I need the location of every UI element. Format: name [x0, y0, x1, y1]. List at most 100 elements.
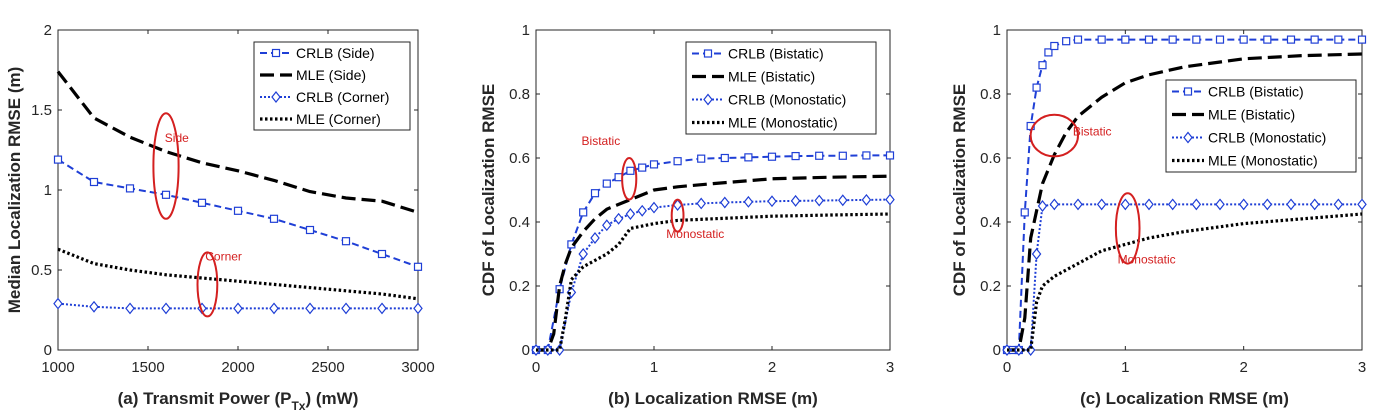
data-point-square — [1239, 35, 1248, 44]
y-tick-label: 1.5 — [31, 102, 52, 119]
x-tick-label: 1 — [650, 359, 658, 376]
x-tick-label: 3 — [1358, 359, 1366, 376]
x-axis-label: (c) Localization RMSE (m) — [1080, 389, 1289, 408]
data-point-square — [862, 151, 871, 160]
x-tick-label: 2 — [768, 359, 776, 376]
y-axis-label: Median Localization RMSE (m) — [5, 67, 24, 314]
legend-label: MLE (Bistatic) — [728, 69, 815, 85]
legend-marker-diamond — [1183, 131, 1193, 144]
y-tick-label: 0 — [522, 342, 530, 359]
data-point-square — [1168, 35, 1177, 44]
series-line-crlb-diamond — [536, 198, 891, 351]
data-point-square — [1263, 35, 1272, 44]
annotation-ellipse — [196, 251, 219, 318]
data-point-square — [1032, 83, 1041, 92]
y-tick-label: 0 — [993, 342, 1001, 359]
data-point-square — [697, 154, 706, 163]
data-point-diamond — [1031, 248, 1042, 260]
y-tick-label: 0 — [44, 342, 52, 359]
data-point-square — [1215, 35, 1225, 44]
data-point-square — [885, 151, 895, 160]
data-point-diamond — [269, 302, 279, 315]
data-point-diamond — [1215, 198, 1225, 211]
annotation-ellipse — [152, 112, 180, 220]
data-point-square — [305, 225, 315, 235]
data-point-square — [579, 208, 588, 217]
data-point-diamond — [1357, 198, 1367, 211]
y-axis-label: CDF of Localization RMSE — [950, 84, 969, 297]
x-tick-label: 0 — [532, 359, 540, 376]
data-point-square — [1286, 35, 1296, 44]
annotation-label: Corner — [205, 249, 242, 263]
data-point-square — [744, 153, 753, 162]
annotation-label: Monostatic — [666, 227, 724, 241]
data-point-diamond — [814, 194, 824, 207]
legend-label: MLE (Monostatic) — [1208, 153, 1318, 169]
data-point-diamond — [885, 193, 895, 206]
data-point-square — [269, 214, 279, 223]
x-axis-label-part: (a) Transmit Power (P — [118, 389, 292, 408]
data-point-square — [649, 160, 659, 169]
data-point-diamond — [1286, 198, 1296, 211]
data-point-diamond — [161, 302, 171, 315]
y-tick-label: 0.6 — [980, 150, 1001, 167]
data-point-square — [1357, 35, 1367, 44]
legend-label: CRLB (Side) — [296, 45, 375, 61]
data-point-diamond — [1096, 198, 1107, 211]
data-point-square — [838, 151, 847, 160]
legend-label: MLE (Side) — [296, 67, 366, 83]
y-tick-label: 0.4 — [509, 214, 530, 231]
chart-panel-a: 1000 1500 2000 2500 3000 0 0.5 1 1.5 2 Median Loca… — [5, 22, 435, 413]
legend-marker-diamond — [703, 93, 713, 106]
data-point-square — [53, 155, 63, 164]
legend: CRLB (Side) MLE (Side) CRLB (Corner) MLE (C… — [253, 41, 411, 131]
annotation-label: Bistatic — [582, 134, 621, 148]
data-point-square — [791, 151, 800, 161]
series-line-mle-dot — [1007, 212, 1363, 352]
data-point-diamond — [861, 193, 872, 206]
annotation-label: Monostatic — [1118, 253, 1176, 267]
data-point-diamond — [1309, 198, 1320, 211]
data-point-square — [1121, 35, 1130, 44]
data-point-diamond — [1073, 198, 1083, 211]
data-point-diamond — [53, 297, 63, 310]
data-point-square — [602, 179, 611, 188]
annotation-ellipse — [1029, 113, 1080, 158]
legend-label: CRLB (Corner) — [296, 89, 389, 105]
data-point-square — [720, 153, 729, 163]
x-tick-label: 2 — [1239, 359, 1247, 376]
x-tick-label: 0 — [1003, 359, 1011, 376]
annotation-ellipse — [1114, 192, 1141, 265]
data-point-square — [125, 184, 135, 193]
x-tick-label: 1000 — [41, 359, 74, 376]
x-tick-label: 1500 — [131, 359, 164, 376]
data-point-square — [413, 262, 423, 271]
data-point-diamond — [125, 302, 135, 315]
y-tick-label: 0.2 — [980, 278, 1001, 295]
data-point-square — [341, 237, 351, 246]
data-point-diamond — [1025, 344, 1036, 356]
data-point-square — [1050, 41, 1059, 51]
data-point-diamond — [1238, 198, 1249, 211]
series-line-mle-dash — [536, 174, 891, 352]
legend-label: CRLB (Bistatic) — [1208, 84, 1304, 100]
data-point-diamond — [413, 302, 423, 315]
data-point-square — [1310, 35, 1319, 44]
data-point-square — [197, 198, 207, 207]
chart-panel-c: 0 1 2 3 0 0.2 0.4 0.6 0.8 1 CDF of Localization RM… — [950, 22, 1367, 408]
x-tick-label: 1 — [1121, 359, 1129, 376]
series-line-mle-dot — [536, 212, 891, 352]
data-point-diamond — [566, 286, 577, 299]
data-point-square — [1097, 35, 1106, 44]
series-line-mle-dash — [56, 70, 419, 214]
data-point-diamond — [1191, 198, 1202, 211]
legend-box — [685, 41, 877, 135]
legend-label: CRLB (Monostatic) — [728, 92, 846, 108]
data-point-square — [673, 157, 682, 166]
data-point-diamond — [625, 208, 636, 220]
data-point-square — [233, 206, 243, 215]
y-axis-label: CDF of Localization RMSE — [479, 84, 498, 297]
data-point-diamond — [1120, 198, 1131, 211]
legend-marker-diamond — [271, 91, 281, 103]
